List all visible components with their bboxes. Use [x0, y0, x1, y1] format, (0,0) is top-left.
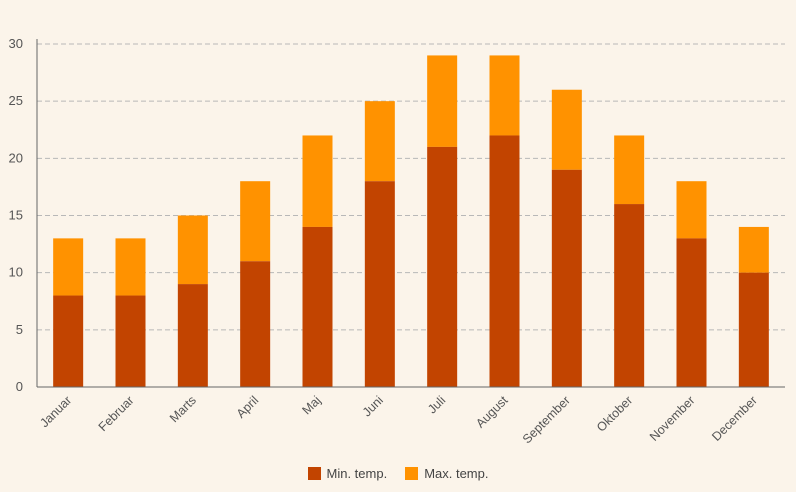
x-tick-label: Marts	[167, 393, 199, 425]
bar-max-januar[interactable]	[53, 238, 84, 296]
bar-max-august[interactable]	[489, 55, 520, 136]
bar-min-januar[interactable]	[53, 295, 84, 387]
x-tick-label: September	[520, 393, 573, 446]
bar-min-maj[interactable]	[302, 226, 333, 387]
x-tick-label: August	[473, 393, 511, 431]
y-tick-label: 30	[9, 36, 23, 51]
legend-label-min: Min. temp.	[326, 466, 388, 481]
y-tick-label: 5	[16, 322, 23, 337]
bar-max-december[interactable]	[738, 226, 769, 273]
legend-swatch-max	[405, 467, 419, 480]
y-tick-label: 15	[9, 208, 23, 223]
bar-max-november[interactable]	[676, 181, 707, 239]
x-tick-label: November	[647, 393, 698, 444]
bar-min-juli[interactable]	[427, 146, 458, 387]
grid-lines	[37, 43, 785, 331]
y-tick-label: 10	[9, 265, 23, 280]
axes	[36, 39, 785, 388]
bar-min-februar[interactable]	[115, 295, 146, 387]
x-tick-label: Oktober	[594, 393, 635, 434]
bar-min-september[interactable]	[551, 169, 582, 387]
bar-max-juni[interactable]	[364, 101, 395, 182]
bar-max-maj[interactable]	[302, 135, 333, 227]
bar-min-august[interactable]	[489, 135, 520, 387]
legend-swatch-min	[307, 467, 321, 480]
legend-item-min[interactable]: Min. temp.	[307, 466, 388, 481]
bar-max-juli[interactable]	[427, 55, 458, 147]
bar-max-april[interactable]	[240, 181, 271, 262]
bar-min-november[interactable]	[676, 238, 707, 387]
bar-max-februar[interactable]	[115, 238, 146, 296]
x-tick-label: Maj	[299, 393, 323, 417]
bar-max-oktober[interactable]	[614, 135, 645, 205]
bar-max-marts[interactable]	[177, 215, 208, 285]
bar-min-marts[interactable]	[177, 284, 208, 387]
bar-min-december[interactable]	[738, 272, 769, 387]
x-tick-label: April	[234, 393, 262, 421]
bar-min-april[interactable]	[240, 261, 271, 387]
legend-item-max[interactable]: Max. temp.	[405, 466, 488, 481]
y-tick-label: 25	[9, 93, 23, 108]
legend: Min. temp. Max. temp.	[0, 466, 796, 481]
x-tick-label: Februar	[96, 393, 137, 434]
y-tick-label: 0	[16, 379, 23, 394]
x-tick-label: Juli	[425, 393, 448, 416]
bar-min-juni[interactable]	[364, 181, 395, 387]
bar-min-oktober[interactable]	[614, 204, 645, 387]
x-axis-ticks: Januar Februar Marts April Maj Juni Juli August…	[37, 393, 760, 447]
bars-group	[53, 55, 769, 387]
bar-max-september[interactable]	[551, 89, 582, 170]
x-tick-label: Januar	[37, 393, 74, 430]
y-axis-ticks: 0 5 10 15 20 25 30	[9, 36, 23, 394]
x-tick-label: December	[709, 393, 760, 444]
legend-label-max: Max. temp.	[424, 466, 489, 481]
x-tick-label: Juni	[360, 393, 386, 419]
y-tick-label: 20	[9, 150, 23, 165]
